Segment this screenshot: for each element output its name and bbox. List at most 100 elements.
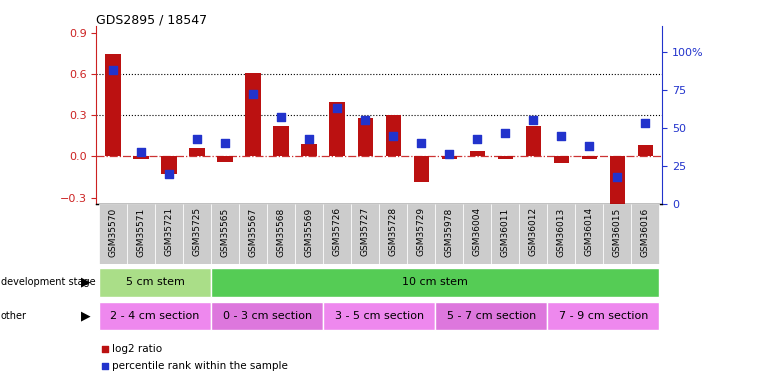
Bar [162,156,177,174]
Text: other: other [1,311,27,321]
Bar [99,268,211,297]
Bar [380,204,407,264]
Text: GSM36016: GSM36016 [641,207,650,256]
Bar [155,204,183,264]
Text: GSM35978: GSM35978 [445,207,454,256]
Point [107,67,119,73]
Point [639,120,651,126]
Point [450,152,463,158]
Point [443,151,455,157]
Bar [604,204,631,264]
Bar [357,118,373,156]
Point [555,133,567,139]
Point [275,114,287,120]
Text: GDS2895 / 18547: GDS2895 / 18547 [96,13,207,26]
Bar [295,204,323,264]
Bar [211,268,659,297]
Text: GSM35729: GSM35729 [417,207,426,256]
Text: 0 - 3 cm section: 0 - 3 cm section [223,311,312,321]
Bar [547,302,659,330]
Bar [631,204,659,264]
Bar [638,146,653,156]
Bar [470,151,485,156]
Text: GSM35725: GSM35725 [192,207,202,256]
Bar [267,204,295,264]
Point [303,136,316,142]
Text: 5 cm stem: 5 cm stem [126,277,185,287]
Text: GSM35569: GSM35569 [305,207,313,256]
Bar [99,204,127,264]
Text: 2 - 4 cm section: 2 - 4 cm section [110,311,199,321]
Point [219,140,231,146]
Text: 7 - 9 cm section: 7 - 9 cm section [559,311,648,321]
Point [583,143,595,149]
Text: GSM36012: GSM36012 [529,207,537,256]
Point [415,140,427,146]
Text: GSM35727: GSM35727 [360,207,370,256]
Text: GSM35568: GSM35568 [276,207,286,256]
Point [499,130,511,136]
Text: GSM36004: GSM36004 [473,207,482,256]
Text: GSM35721: GSM35721 [165,207,173,256]
Bar [554,156,569,163]
Text: GSM35571: GSM35571 [136,207,146,256]
Bar [211,204,239,264]
Text: 3 - 5 cm section: 3 - 5 cm section [335,311,424,321]
Bar [575,204,604,264]
Bar [323,302,435,330]
Point [611,174,624,180]
Bar [133,156,149,159]
Text: GSM36014: GSM36014 [585,207,594,256]
Bar [547,204,575,264]
Bar [441,156,457,159]
Text: GSM36011: GSM36011 [500,207,510,256]
Point [527,117,540,123]
Bar [217,156,233,162]
Text: ▶: ▶ [82,309,91,322]
Bar [610,156,625,209]
Bar [497,156,513,159]
Point [450,305,463,311]
Point [247,92,259,98]
Bar [386,116,401,156]
Bar [330,102,345,156]
Bar [183,204,211,264]
Text: GSM35570: GSM35570 [109,207,118,256]
Text: GSM35726: GSM35726 [333,207,342,256]
Bar [519,204,547,264]
Text: GSM35567: GSM35567 [249,207,258,256]
Bar [526,126,541,156]
Bar [581,156,597,159]
Text: development stage: development stage [1,277,95,287]
Text: ▶: ▶ [82,276,91,288]
Text: percentile rank within the sample: percentile rank within the sample [112,361,288,371]
Bar [435,204,464,264]
Bar [189,148,205,156]
Point [135,150,147,156]
Bar [99,302,211,330]
Text: GSM36015: GSM36015 [613,207,622,256]
Bar [105,54,121,156]
Point [387,133,400,139]
Bar [239,204,267,264]
Bar [246,73,261,156]
Text: GSM35565: GSM35565 [221,207,229,256]
Text: 5 - 7 cm section: 5 - 7 cm section [447,311,536,321]
Bar [464,204,491,264]
Bar [351,204,380,264]
Bar [273,126,289,156]
Bar [435,302,547,330]
Bar [323,204,351,264]
Point [471,136,484,142]
Bar [127,204,155,264]
Text: GSM36013: GSM36013 [557,207,566,256]
Point [191,136,203,142]
Bar [491,204,519,264]
Point [359,117,371,123]
Bar [211,302,323,330]
Bar [302,144,317,156]
Point [163,171,176,177]
Point [331,105,343,111]
Text: 10 cm stem: 10 cm stem [402,277,468,287]
Text: GSM35728: GSM35728 [389,207,398,256]
